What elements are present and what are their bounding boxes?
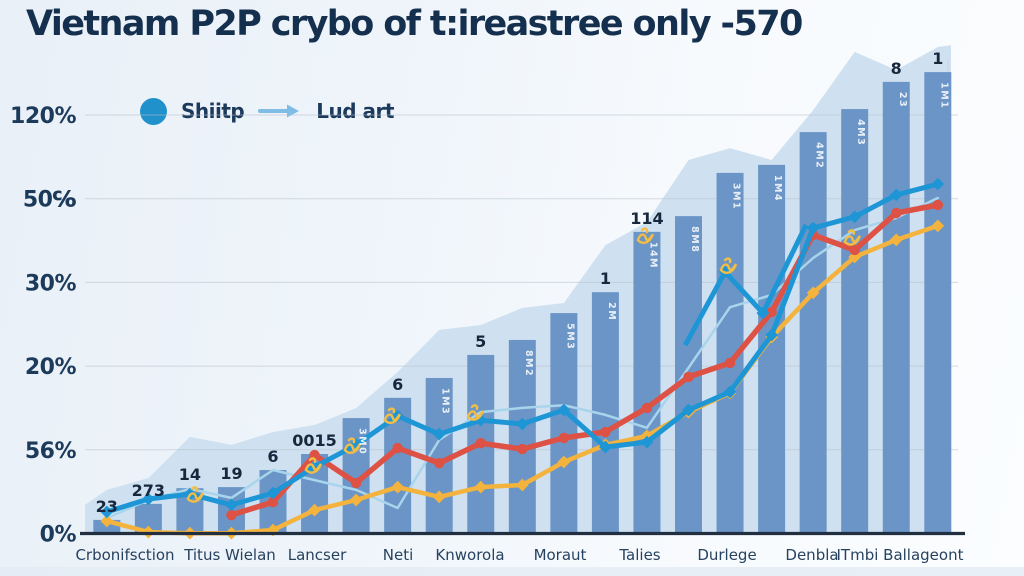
red-line-marker: [267, 496, 279, 508]
bar-inside-label: 1M4: [772, 175, 783, 202]
paint-scribble-icon: [719, 257, 738, 274]
x-axis-category-label: Moraut: [534, 546, 587, 564]
bar-value-label: 1: [600, 269, 611, 288]
yellow-line-marker: [349, 493, 363, 507]
bar-value-label: 6: [392, 375, 403, 394]
scribble-stroke: [343, 437, 362, 454]
bar-inside-label: 4M2: [814, 142, 825, 169]
paint-scribble-icon: [186, 486, 205, 503]
paint-scribble-icon: [383, 407, 401, 424]
red-line-marker: [932, 199, 943, 211]
bar-inside-label: 1M3: [440, 388, 451, 415]
paint-scribble-icon: [304, 457, 323, 474]
y-axis-tick-label: 30%: [25, 271, 77, 296]
bar-value-label: 23: [96, 497, 118, 516]
red-line: [228, 202, 941, 518]
yellow-line-marker: [308, 503, 321, 517]
yellow-line-marker: [474, 480, 488, 494]
bar: [924, 72, 952, 534]
red-line-marker: [558, 432, 570, 444]
arrow-right-icon: [258, 104, 300, 118]
red-line-marker: [600, 426, 611, 438]
bar-inside-label: 8M8: [689, 226, 700, 253]
bar-value-label: 19: [220, 464, 242, 483]
red-line-marker: [891, 207, 902, 219]
red-line-marker: [434, 457, 445, 469]
bar: [799, 132, 827, 534]
bar: [633, 231, 661, 534]
scribble-stroke: [719, 257, 738, 274]
scribble-stroke: [636, 227, 655, 244]
red-line-marker: [849, 244, 860, 256]
paint-scribble-icon: [843, 229, 861, 246]
bar-inside-label: 23: [897, 92, 908, 108]
x-axis-category-label: Lancser: [288, 546, 347, 564]
blue-line-marker: [266, 486, 280, 500]
red-line-marker: [475, 437, 486, 449]
paint-scribble-icon: [636, 227, 655, 244]
bar-value-label: 0015: [292, 431, 337, 450]
scribble-stroke: [304, 457, 323, 474]
bar-value-label: 8: [891, 59, 902, 78]
bar-value-label: 273: [132, 481, 165, 500]
red-line-marker: [350, 477, 362, 489]
red-line-marker: [766, 306, 777, 318]
y-axis-tick-label: 20%: [25, 355, 77, 380]
bar-inside-label: 5M3: [564, 323, 575, 350]
bar-inside-label: 4M3: [855, 119, 866, 146]
legend-dot-icon: [140, 97, 167, 125]
legend-label-ludart: Lud art: [316, 99, 394, 123]
scribble-stroke: [383, 407, 401, 424]
bar-value-label: 6: [267, 447, 278, 466]
bar-inside-label: 8M2: [523, 350, 534, 377]
paint-scribble-icon: [466, 404, 485, 421]
bar-value-label: 114: [630, 209, 663, 228]
bar-value-label: 14: [179, 465, 201, 484]
x-axis-category-label: Talies: [618, 546, 660, 564]
y-axis-tick-label: 0%: [40, 523, 77, 548]
red-line-marker: [724, 357, 736, 369]
y-axis-tick-label: 120%: [10, 104, 76, 129]
x-axis-category-label: Crbonifsction: [75, 546, 174, 564]
blue-line-marker: [432, 427, 446, 441]
red-line-marker: [683, 371, 694, 383]
bottom-band: [0, 567, 1024, 576]
bar: [841, 109, 869, 534]
bar-value-label: 5: [475, 332, 486, 351]
blue-line-marker: [225, 498, 238, 512]
y-axis-tick-label: 50℅: [23, 188, 77, 213]
legend-label-shiitp: Shiitp: [181, 99, 245, 123]
y-axis-tick-label: 56%: [25, 439, 77, 464]
blue-line-marker: [141, 492, 155, 506]
bar-inside-label: 1M1: [938, 82, 949, 109]
bar: [882, 81, 910, 534]
red-line-marker: [517, 443, 528, 455]
red-line-marker: [641, 402, 653, 414]
bar-inside-label: 14M: [647, 242, 658, 269]
yellow-line-marker: [391, 480, 405, 494]
x-axis-category-label: Titus Wielan: [183, 546, 276, 564]
x-axis-category-label: Neti: [383, 546, 414, 564]
x-axis-category-label: ITmbi Ballageont: [837, 546, 964, 564]
bar-value-label: 1: [932, 49, 943, 68]
red-line-marker: [392, 442, 403, 454]
chart-legend: Shiitp Lud art: [140, 96, 394, 126]
bar-inside-label: 2M: [606, 302, 617, 321]
bar-inside-label: 3M0: [357, 428, 368, 455]
red-line-marker: [226, 509, 237, 521]
scribble-stroke: [466, 404, 485, 421]
x-axis-category-label: Knworola: [435, 546, 504, 564]
scribble-stroke: [843, 229, 861, 246]
paint-scribble-icon: [343, 437, 362, 454]
page-title: Vietnam P2P crybo of t:ireastree only -5…: [26, 4, 803, 44]
x-axis-category-label: Denbla: [785, 546, 838, 564]
x-axis-category-label: Durlege: [697, 546, 756, 564]
yellow-line-marker: [432, 490, 446, 504]
blue-artifact-segment: [683, 223, 809, 347]
bar: [550, 313, 578, 534]
bar: [508, 339, 536, 534]
scribble-stroke: [186, 486, 205, 503]
bar-inside-label: 3M1: [731, 183, 742, 210]
